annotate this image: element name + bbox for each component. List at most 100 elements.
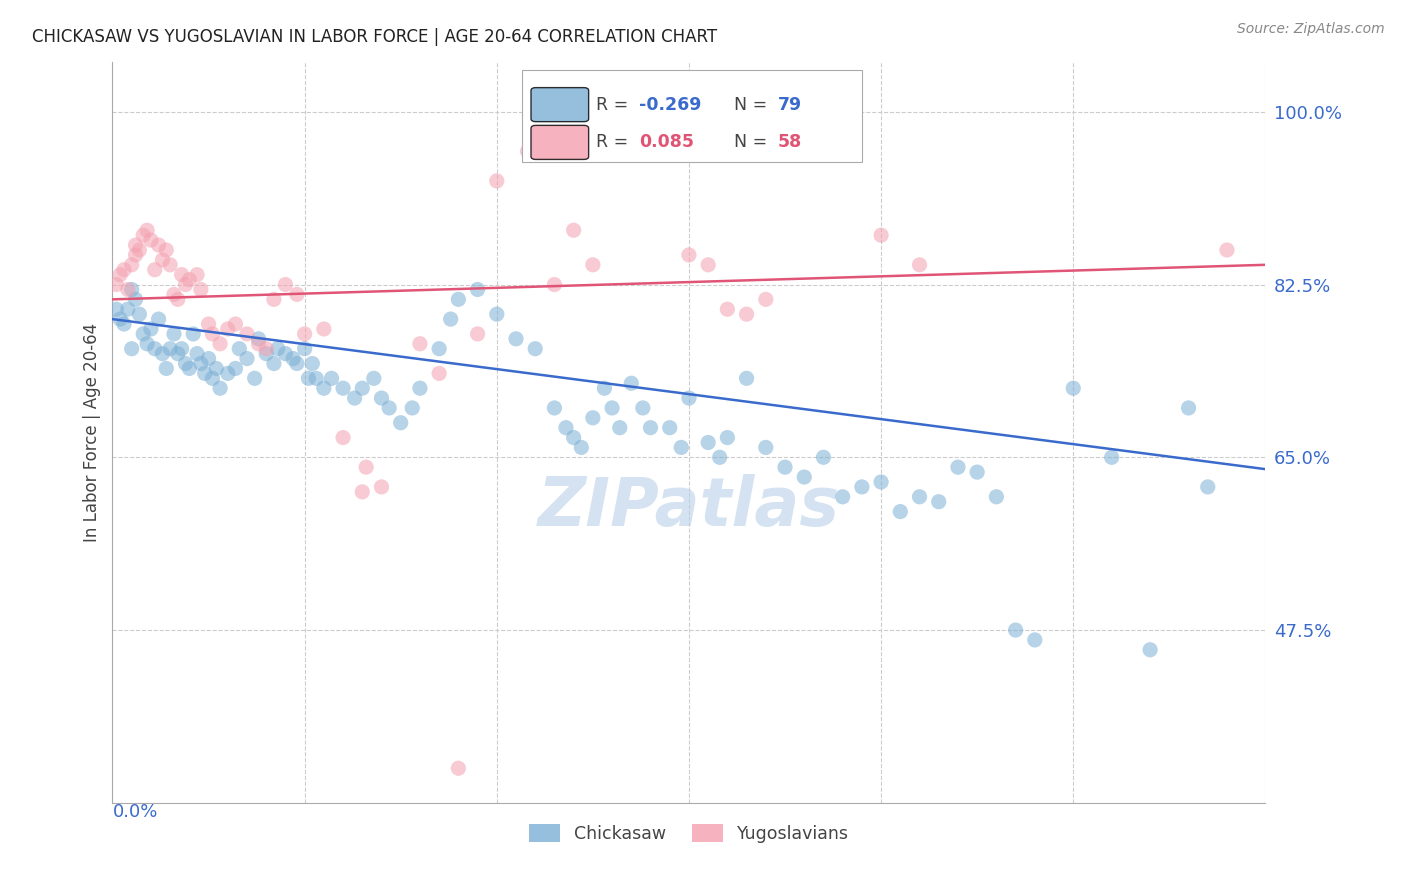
Point xyxy=(136,223,159,237)
Point xyxy=(201,371,224,385)
Point xyxy=(409,336,432,351)
Point xyxy=(159,342,181,356)
Point xyxy=(174,277,197,292)
Point xyxy=(851,480,873,494)
Point xyxy=(128,243,150,257)
Point xyxy=(352,381,374,395)
Point xyxy=(582,410,605,425)
Point xyxy=(124,248,146,262)
Point xyxy=(117,302,139,317)
Point xyxy=(600,401,623,415)
Point xyxy=(697,258,720,272)
Point xyxy=(179,361,201,376)
Point xyxy=(928,494,950,508)
Point xyxy=(163,287,186,301)
Point xyxy=(217,367,239,381)
Point xyxy=(163,326,186,341)
Point xyxy=(716,302,738,317)
Point xyxy=(716,431,738,445)
Point xyxy=(159,258,181,272)
Point xyxy=(354,460,377,475)
Legend: Chickasaw, Yugoslavians: Chickasaw, Yugoslavians xyxy=(522,817,856,850)
Point xyxy=(620,376,643,391)
Point xyxy=(152,346,174,360)
Point xyxy=(217,322,239,336)
Point xyxy=(352,484,374,499)
Point xyxy=(132,228,155,243)
Point xyxy=(139,233,162,247)
Point xyxy=(467,283,489,297)
Point xyxy=(190,283,212,297)
FancyBboxPatch shape xyxy=(522,70,862,162)
Point xyxy=(671,441,693,455)
Point xyxy=(1101,450,1123,465)
Point xyxy=(370,480,392,494)
Point xyxy=(254,346,277,360)
Point xyxy=(148,312,170,326)
Point xyxy=(562,431,585,445)
Point xyxy=(166,293,188,307)
Point xyxy=(440,312,463,326)
Point xyxy=(321,371,343,385)
Point xyxy=(889,505,911,519)
Point xyxy=(139,322,162,336)
Point xyxy=(312,381,335,395)
Point xyxy=(569,441,592,455)
Point xyxy=(735,307,758,321)
Point xyxy=(170,268,193,282)
Point xyxy=(201,326,224,341)
Point xyxy=(485,174,508,188)
Point xyxy=(467,326,489,341)
Text: N =: N = xyxy=(734,95,773,113)
Point xyxy=(285,287,308,301)
Point xyxy=(128,307,150,321)
Point xyxy=(170,342,193,356)
Point xyxy=(105,302,128,317)
Point xyxy=(155,361,177,376)
Point xyxy=(1139,642,1161,657)
Point xyxy=(946,460,969,475)
Text: 79: 79 xyxy=(778,95,801,113)
Y-axis label: In Labor Force | Age 20-64: In Labor Force | Age 20-64 xyxy=(83,323,101,542)
Point xyxy=(190,357,212,371)
Point xyxy=(121,283,143,297)
Point xyxy=(197,317,219,331)
Point xyxy=(209,381,232,395)
Point xyxy=(224,317,246,331)
Point xyxy=(640,420,662,434)
Point xyxy=(181,326,204,341)
Point xyxy=(447,293,470,307)
Point xyxy=(305,371,328,385)
Point xyxy=(1004,623,1026,637)
Point xyxy=(121,258,143,272)
Point xyxy=(112,317,135,331)
Point xyxy=(105,277,128,292)
Point xyxy=(524,342,547,356)
Point xyxy=(813,450,835,465)
Point xyxy=(294,342,316,356)
Point xyxy=(274,277,297,292)
Point xyxy=(285,357,308,371)
Text: N =: N = xyxy=(734,134,773,152)
Point xyxy=(243,371,266,385)
Point xyxy=(709,450,731,465)
Point xyxy=(332,431,354,445)
Point xyxy=(267,342,290,356)
Point xyxy=(755,441,778,455)
Point xyxy=(485,307,508,321)
Point xyxy=(332,381,354,395)
Point xyxy=(117,283,139,297)
Point xyxy=(143,342,166,356)
Point xyxy=(263,293,285,307)
Point xyxy=(505,332,527,346)
Point xyxy=(1062,381,1084,395)
Point xyxy=(562,223,585,237)
Point xyxy=(148,238,170,252)
Point xyxy=(678,248,700,262)
Text: CHICKASAW VS YUGOSLAVIAN IN LABOR FORCE | AGE 20-64 CORRELATION CHART: CHICKASAW VS YUGOSLAVIAN IN LABOR FORCE … xyxy=(32,28,717,45)
Point xyxy=(966,465,988,479)
Point xyxy=(908,258,931,272)
FancyBboxPatch shape xyxy=(531,126,589,160)
Point xyxy=(1197,480,1219,494)
Text: ZIPatlas: ZIPatlas xyxy=(538,474,839,540)
